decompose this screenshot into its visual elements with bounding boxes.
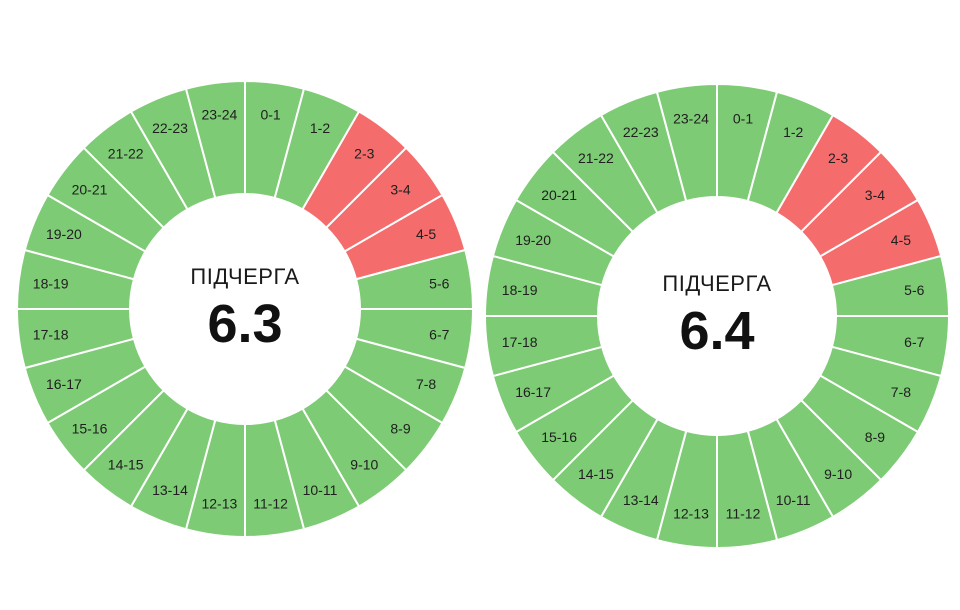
segment-label-6-7: 6-7	[904, 334, 924, 350]
segment-label-12-13: 12-13	[673, 505, 709, 521]
segment-label-8-9: 8-9	[865, 429, 885, 445]
segment-label-13-14: 13-14	[152, 482, 188, 498]
donut-chart-queue-6-3: 0-1 1-2 2-3 3-4 4-5 5-6 6-7 7-8 8-9 9-10 10-11 11-1…	[15, 79, 475, 539]
segment-label-4-5: 4-5	[891, 232, 911, 248]
segment-label-18-19: 18-19	[502, 282, 538, 298]
segment-label-9-10: 9-10	[824, 466, 852, 482]
segment-label-17-18: 17-18	[33, 327, 69, 343]
segment-label-21-22: 21-22	[578, 150, 614, 166]
queue-label: ПІДЧЕРГА	[190, 264, 299, 289]
segment-label-8-9: 8-9	[390, 420, 410, 436]
segment-label-14-15: 14-15	[578, 466, 614, 482]
segment-label-10-11: 10-11	[776, 492, 811, 508]
segment-23-24	[655, 82, 718, 203]
center-disc	[599, 198, 835, 434]
segment-label-21-22: 21-22	[108, 146, 144, 162]
segment-label-0-1: 0-1	[733, 111, 753, 127]
segment-label-18-19: 18-19	[33, 275, 69, 291]
segment-label-9-10: 9-10	[350, 457, 378, 473]
segment-label-5-6: 5-6	[904, 282, 924, 298]
segment-label-23-24: 23-24	[673, 111, 709, 127]
segment-label-11-12: 11-12	[253, 495, 288, 511]
segment-label-13-14: 13-14	[623, 492, 659, 508]
queue-number: 6.4	[679, 301, 754, 361]
segment-label-17-18: 17-18	[502, 334, 538, 350]
segment-label-2-3: 2-3	[828, 150, 848, 166]
queue-number: 6.3	[207, 294, 282, 354]
segment-label-4-5: 4-5	[416, 226, 436, 242]
queue-label: ПІДЧЕРГА	[662, 271, 771, 296]
segment-label-16-17: 16-17	[515, 384, 551, 400]
segment-label-11-12: 11-12	[726, 505, 761, 521]
segment-label-10-11: 10-11	[303, 482, 338, 498]
segment-label-3-4: 3-4	[390, 182, 410, 198]
segment-label-0-1: 0-1	[260, 107, 280, 123]
segment-label-12-13: 12-13	[201, 495, 237, 511]
segment-label-3-4: 3-4	[865, 187, 885, 203]
segment-23-24	[184, 79, 246, 200]
segment-label-22-23: 22-23	[152, 120, 188, 136]
segment-label-6-7: 6-7	[429, 327, 449, 343]
segment-label-14-15: 14-15	[108, 457, 144, 473]
donut-chart-queue-6-4: 0-1 1-2 2-3 3-4 4-5 5-6 6-7 7-8 8-9 9-10 10-11 11-1…	[483, 82, 951, 550]
segment-label-20-21: 20-21	[72, 182, 108, 198]
segment-label-2-3: 2-3	[354, 146, 374, 162]
segment-label-1-2: 1-2	[783, 124, 803, 140]
segment-label-23-24: 23-24	[201, 107, 237, 123]
segment-label-15-16: 15-16	[72, 420, 108, 436]
segment-label-19-20: 19-20	[46, 226, 82, 242]
segment-label-22-23: 22-23	[623, 124, 659, 140]
segment-label-7-8: 7-8	[416, 376, 436, 392]
segment-label-5-6: 5-6	[429, 275, 449, 291]
segment-label-16-17: 16-17	[46, 376, 82, 392]
segment-label-19-20: 19-20	[515, 232, 551, 248]
segment-label-7-8: 7-8	[891, 384, 911, 400]
segment-label-15-16: 15-16	[541, 429, 577, 445]
segment-label-20-21: 20-21	[541, 187, 577, 203]
segment-label-1-2: 1-2	[310, 120, 330, 136]
center-disc	[131, 195, 359, 423]
